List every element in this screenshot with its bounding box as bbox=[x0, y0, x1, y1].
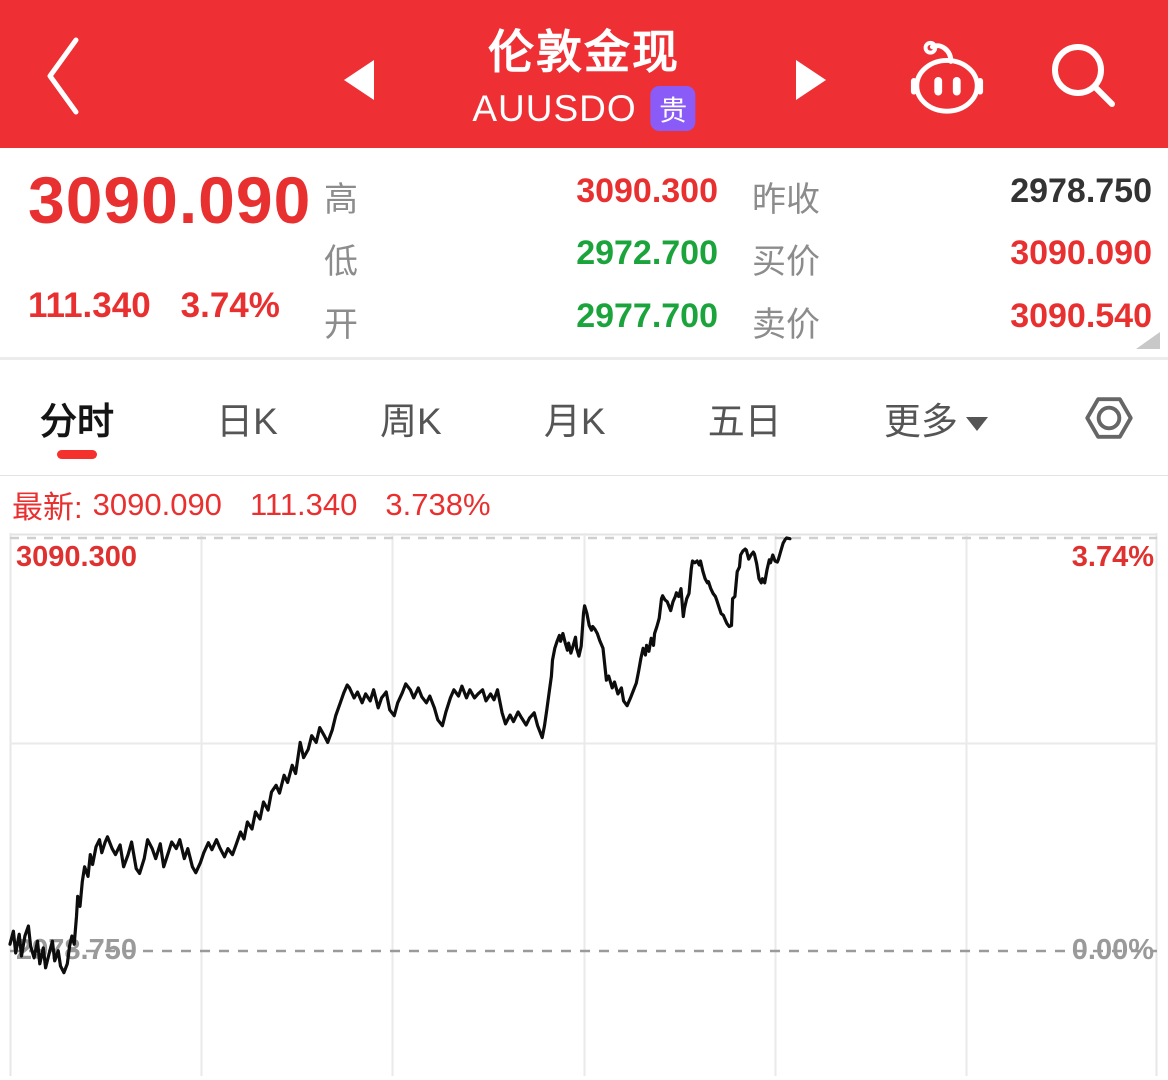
ask-value: 3090.540 bbox=[1010, 297, 1152, 335]
tab-more[interactable]: 更多 bbox=[878, 367, 994, 469]
back-chevron-icon bbox=[47, 37, 79, 115]
high-value: 3090.300 bbox=[576, 172, 718, 210]
page-title: 伦敦金现 bbox=[488, 26, 680, 78]
instrument-code: AUUSDO bbox=[472, 87, 637, 129]
price-line bbox=[8, 536, 792, 975]
prev-close-label: 昨收 bbox=[752, 181, 820, 219]
latest-prefix: 最新: bbox=[12, 490, 83, 525]
intraday-chart[interactable]: 3090.300 3.74% 2978.750 0.00% bbox=[0, 533, 1168, 1076]
high-label: 高 bbox=[324, 181, 358, 219]
prev-close-value: 2978.750 bbox=[1010, 172, 1152, 210]
period-tabbar: 分时 日K 周K 月K 五日 更多 bbox=[0, 360, 1168, 476]
low-label: 低 bbox=[324, 243, 358, 281]
tab-daily-k[interactable]: 日K bbox=[216, 400, 278, 442]
change-percent: 3.74% bbox=[180, 286, 280, 325]
category-badge: 贵 bbox=[650, 86, 696, 131]
title-block: 伦敦金现 AUUSDO 贵 bbox=[472, 24, 696, 131]
expand-quote-handle[interactable] bbox=[1136, 332, 1160, 349]
header: 伦敦金现 AUUSDO 贵 bbox=[0, 0, 1168, 148]
next-instrument-icon[interactable] bbox=[796, 60, 826, 100]
chart-settings-icon[interactable] bbox=[1084, 393, 1134, 443]
price-change-row: 111.340 3.74% bbox=[28, 286, 280, 326]
bid-value: 3090.090 bbox=[1010, 234, 1152, 272]
latest-change: 111.340 bbox=[249, 486, 358, 522]
change-value: 111.340 bbox=[28, 286, 151, 325]
chevron-down-icon bbox=[965, 416, 988, 431]
tab-minute[interactable]: 分时 bbox=[34, 367, 120, 469]
last-price: 3090.090 bbox=[28, 163, 312, 237]
chart-grid bbox=[9, 533, 1158, 1076]
robot-assistant-icon[interactable] bbox=[908, 38, 986, 121]
low-value: 2972.700 bbox=[576, 234, 718, 272]
search-icon[interactable] bbox=[1048, 40, 1118, 115]
latest-pct: 3.738% bbox=[385, 486, 491, 522]
active-tab-underline bbox=[57, 449, 97, 459]
prev-instrument-icon[interactable] bbox=[344, 60, 374, 100]
tab-monthly-k[interactable]: 月K bbox=[543, 400, 606, 442]
bid-label: 买价 bbox=[752, 243, 820, 281]
chart-high-price-label: 3090.300 bbox=[16, 541, 137, 573]
chart-zero-pct-label: 0.00% bbox=[1071, 934, 1154, 966]
latest-quote-bar: 最新: 3090.090 111.340 3.738% bbox=[0, 476, 1168, 533]
back-button[interactable] bbox=[36, 34, 92, 118]
chart-high-pct-label: 3.74% bbox=[1071, 541, 1154, 573]
ask-label: 卖价 bbox=[752, 306, 820, 344]
open-label: 开 bbox=[324, 306, 358, 344]
tab-weekly-k[interactable]: 周K bbox=[380, 400, 442, 442]
open-value: 2977.700 bbox=[576, 297, 718, 335]
latest-price: 3090.090 bbox=[92, 486, 222, 522]
tab-five-day[interactable]: 五日 bbox=[707, 400, 782, 442]
quote-panel: 3090.090 111.340 3.74% 高 3090.300 低 2972.… bbox=[0, 148, 1168, 360]
